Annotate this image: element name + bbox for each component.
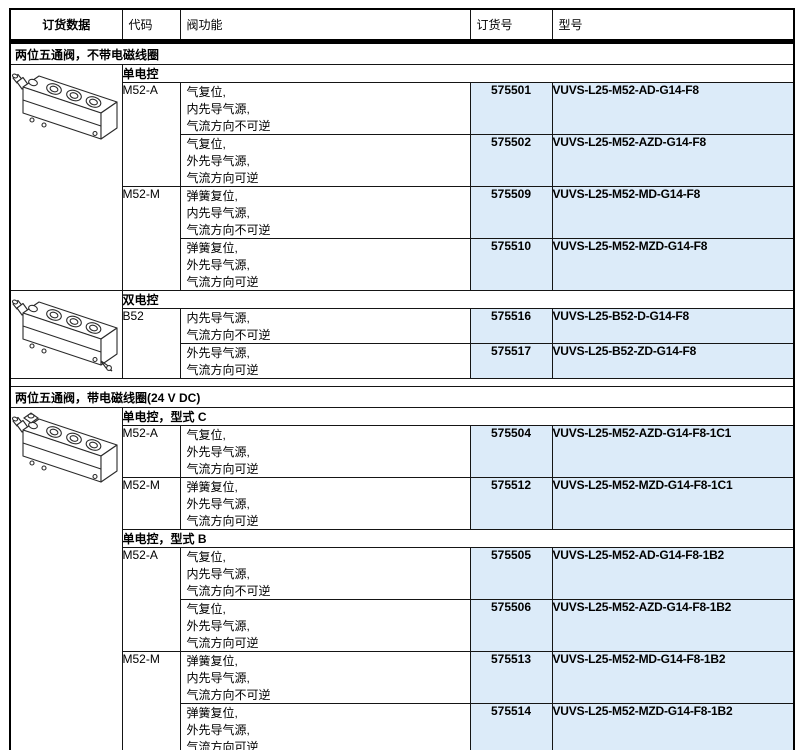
section-spacer xyxy=(9,378,795,387)
column-header-row: 订货数据 代码 阀功能 订货号 型号 xyxy=(9,8,795,44)
valve-function-cell: 气复位, 外先导气源, 气流方向可逆 xyxy=(179,425,471,478)
code-cell: M52-M xyxy=(121,477,181,530)
valve-single-solenoid-illustration xyxy=(11,72,118,140)
part-number-cell: 575514 xyxy=(469,703,553,750)
col-header-part-number: 订货号 xyxy=(469,8,553,44)
valve-function-cell: 弹簧复位, 外先导气源, 气流方向可逆 xyxy=(179,238,471,291)
type-code-cell: VUVS-L25-M52-MZD-G14-F8 xyxy=(551,238,795,291)
subsection-title: 单电控，型式 C xyxy=(121,407,795,426)
type-code-cell: VUVS-L25-M52-AZD-G14-F8 xyxy=(551,134,795,187)
valve-image-cell xyxy=(9,407,123,750)
table-row: M52-A 气复位, 内先导气源, 气流方向不可逆 575505 VUVS-L2… xyxy=(10,547,795,652)
table-row: B52 内先导气源, 气流方向不可逆 575516 VUVS-L25-B52-D… xyxy=(10,308,795,379)
type-code-cell: VUVS-L25-M52-MZD-G14-F8-1B2 xyxy=(551,703,795,750)
col-header-valve-function: 阀功能 xyxy=(179,8,471,44)
type-code-cell: VUVS-L25-M52-AD-G14-F8-1B2 xyxy=(551,547,795,600)
ordering-data-table-wrap: 订货数据 代码 阀功能 订货号 型号 两位五通阀，不带电磁线圈 单电控 M52-… xyxy=(9,8,795,750)
valve-double-solenoid-illustration xyxy=(11,298,118,372)
ordering-data-table: 订货数据 代码 阀功能 订货号 型号 两位五通阀，不带电磁线圈 单电控 M52-… xyxy=(9,8,795,750)
table-row: M52-A 气复位, 外先导气源, 气流方向可逆 575504 VUVS-L25… xyxy=(10,425,795,478)
table-row: M52-M 弹簧复位, 内先导气源, 气流方向不可逆 575509 VUVS-L… xyxy=(10,186,795,291)
table-row: 弹簧复位, 外先导气源, 气流方向可逆 575514 VUVS-L25-M52-… xyxy=(10,703,795,750)
code-cell: M52-M xyxy=(121,186,181,291)
col-header-code: 代码 xyxy=(121,8,181,44)
valve-image-cell xyxy=(9,290,123,379)
col-header-ordering-data: 订货数据 xyxy=(9,8,123,44)
table-row: 弹簧复位, 外先导气源, 气流方向可逆 575510 VUVS-L25-M52-… xyxy=(10,238,795,291)
type-code-cell: VUVS-L25-B52-D-G14-F8 xyxy=(551,308,795,344)
valve-image-cell xyxy=(9,64,123,291)
section-title: 两位五通阀，不带电磁线圈 xyxy=(9,41,795,65)
code-cell: M52-A xyxy=(121,425,181,478)
part-number-cell: 575517 xyxy=(469,343,553,379)
section-title-row: 两位五通阀，带电磁线圈(24 V DC) xyxy=(9,386,795,408)
table-row: 气复位, 外先导气源, 气流方向可逆 575502 VUVS-L25-M52-A… xyxy=(10,134,795,187)
code-cell: B52 xyxy=(121,308,181,379)
part-number-cell: 575516 xyxy=(469,308,553,344)
section-title: 两位五通阀，带电磁线圈(24 V DC) xyxy=(9,386,795,408)
valve-function-cell: 外先导气源, 气流方向可逆 xyxy=(179,343,471,379)
type-code-cell: VUVS-L25-M52-AD-G14-F8 xyxy=(551,82,795,135)
valve-with-coil-illustration xyxy=(11,412,118,483)
type-code-cell: VUVS-L25-M52-MD-G14-F8-1B2 xyxy=(551,651,795,704)
table-row: 气复位, 外先导气源, 气流方向可逆 575506 VUVS-L25-M52-A… xyxy=(10,599,795,652)
table-row: 外先导气源, 气流方向可逆 575517 VUVS-L25-B52-ZD-G14… xyxy=(10,343,795,379)
valve-function-cell: 弹簧复位, 内先导气源, 气流方向不可逆 xyxy=(179,651,471,704)
part-number-cell: 575505 xyxy=(469,547,553,600)
code-cell: M52-M xyxy=(121,651,181,750)
type-code-cell: VUVS-L25-M52-AZD-G14-F8-1B2 xyxy=(551,599,795,652)
subsection-title: 双电控 xyxy=(121,290,795,309)
part-number-cell: 575502 xyxy=(469,134,553,187)
part-number-cell: 575509 xyxy=(469,186,553,239)
valve-function-cell: 气复位, 内先导气源, 气流方向不可逆 xyxy=(179,82,471,135)
code-cell: M52-A xyxy=(121,82,181,187)
subsection-title: 单电控，型式 B xyxy=(121,529,795,548)
table-row: M52-A 气复位, 内先导气源, 气流方向不可逆 575501 VUVS-L2… xyxy=(10,82,795,187)
part-number-cell: 575512 xyxy=(469,477,553,530)
subsection-title: 单电控 xyxy=(121,64,795,83)
table-row: M52-M 弹簧复位, 外先导气源, 气流方向可逆 575512 VUVS-L2… xyxy=(10,477,795,530)
part-number-cell: 575504 xyxy=(469,425,553,478)
type-code-cell: VUVS-L25-B52-ZD-G14-F8 xyxy=(551,343,795,379)
valve-function-cell: 气复位, 内先导气源, 气流方向不可逆 xyxy=(179,547,471,600)
table-row: M52-M 弹簧复位, 内先导气源, 气流方向不可逆 575513 VUVS-L… xyxy=(10,651,795,750)
type-code-cell: VUVS-L25-M52-MD-G14-F8 xyxy=(551,186,795,239)
valve-function-cell: 弹簧复位, 内先导气源, 气流方向不可逆 xyxy=(179,186,471,239)
valve-function-cell: 弹簧复位, 外先导气源, 气流方向可逆 xyxy=(179,703,471,750)
type-code-cell: VUVS-L25-M52-MZD-G14-F8-1C1 xyxy=(551,477,795,530)
valve-function-cell: 内先导气源, 气流方向不可逆 xyxy=(179,308,471,344)
code-cell: M52-A xyxy=(121,547,181,652)
part-number-cell: 575501 xyxy=(469,82,553,135)
valve-function-cell: 气复位, 外先导气源, 气流方向可逆 xyxy=(179,599,471,652)
part-number-cell: 575513 xyxy=(469,651,553,704)
valve-function-cell: 弹簧复位, 外先导气源, 气流方向可逆 xyxy=(179,477,471,530)
col-header-type: 型号 xyxy=(551,8,795,44)
part-number-cell: 575506 xyxy=(469,599,553,652)
type-code-cell: VUVS-L25-M52-AZD-G14-F8-1C1 xyxy=(551,425,795,478)
valve-function-cell: 气复位, 外先导气源, 气流方向可逆 xyxy=(179,134,471,187)
section-title-row: 两位五通阀，不带电磁线圈 xyxy=(9,41,795,65)
part-number-cell: 575510 xyxy=(469,238,553,291)
